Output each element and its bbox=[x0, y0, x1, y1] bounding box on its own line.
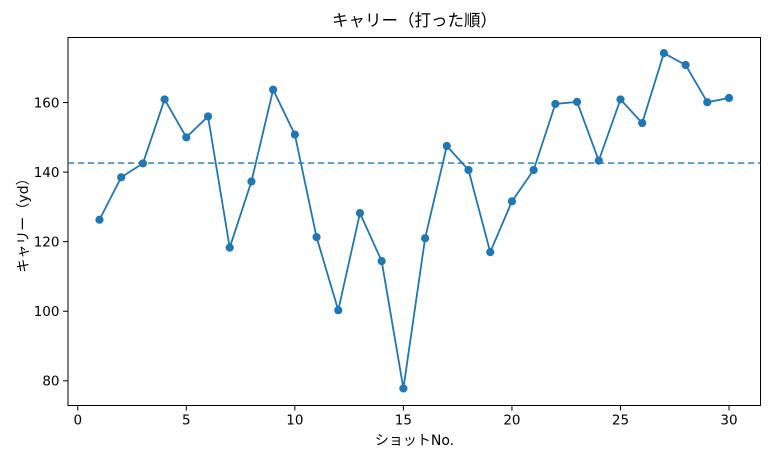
y-axis-label: キャリー（yd） bbox=[16, 171, 32, 273]
data-point bbox=[551, 99, 560, 109]
data-point bbox=[203, 112, 213, 121]
data-point bbox=[442, 141, 451, 151]
x-tick-label: 30 bbox=[720, 413, 737, 429]
data-point bbox=[681, 60, 690, 70]
y-tick-label: 160 bbox=[34, 95, 60, 111]
data-point bbox=[138, 159, 147, 168]
data-point bbox=[269, 85, 278, 94]
data-point bbox=[182, 133, 191, 142]
data-point bbox=[594, 156, 603, 165]
x-tick-label: 0 bbox=[73, 413, 82, 429]
chart-title: キャリー（打った順） bbox=[332, 11, 497, 30]
data-point bbox=[334, 306, 343, 315]
data-point bbox=[312, 233, 321, 242]
x-tick-label: 15 bbox=[395, 413, 412, 429]
data-point bbox=[290, 130, 299, 139]
y-tick-label: 140 bbox=[34, 165, 60, 181]
data-point bbox=[247, 177, 256, 186]
data-point bbox=[160, 95, 169, 104]
data-point bbox=[659, 49, 668, 58]
data-point bbox=[572, 97, 582, 106]
data-point bbox=[377, 257, 386, 266]
data-point bbox=[355, 209, 365, 218]
data-point bbox=[616, 95, 625, 104]
y-tick-label: 80 bbox=[42, 374, 59, 390]
data-point bbox=[703, 98, 712, 107]
x-tick-label: 10 bbox=[286, 413, 303, 429]
data-point bbox=[724, 93, 734, 103]
x-tick-label: 20 bbox=[503, 413, 520, 429]
data-point bbox=[529, 165, 538, 175]
data-point bbox=[117, 173, 126, 182]
y-tick-label: 120 bbox=[34, 234, 60, 250]
data-point bbox=[638, 118, 647, 128]
x-tick-label: 25 bbox=[612, 413, 629, 429]
data-point bbox=[464, 165, 473, 175]
x-tick-label: 5 bbox=[182, 413, 191, 429]
data-point bbox=[225, 243, 234, 252]
data-point bbox=[421, 234, 430, 243]
series-line bbox=[98, 52, 730, 390]
plot-frame bbox=[67, 37, 761, 406]
data-point bbox=[486, 248, 495, 257]
y-tick-label: 100 bbox=[34, 304, 60, 320]
x-axis-label: ショットNo. bbox=[374, 433, 455, 449]
data-point bbox=[399, 384, 408, 393]
data-point bbox=[507, 197, 517, 206]
data-point bbox=[95, 215, 104, 224]
